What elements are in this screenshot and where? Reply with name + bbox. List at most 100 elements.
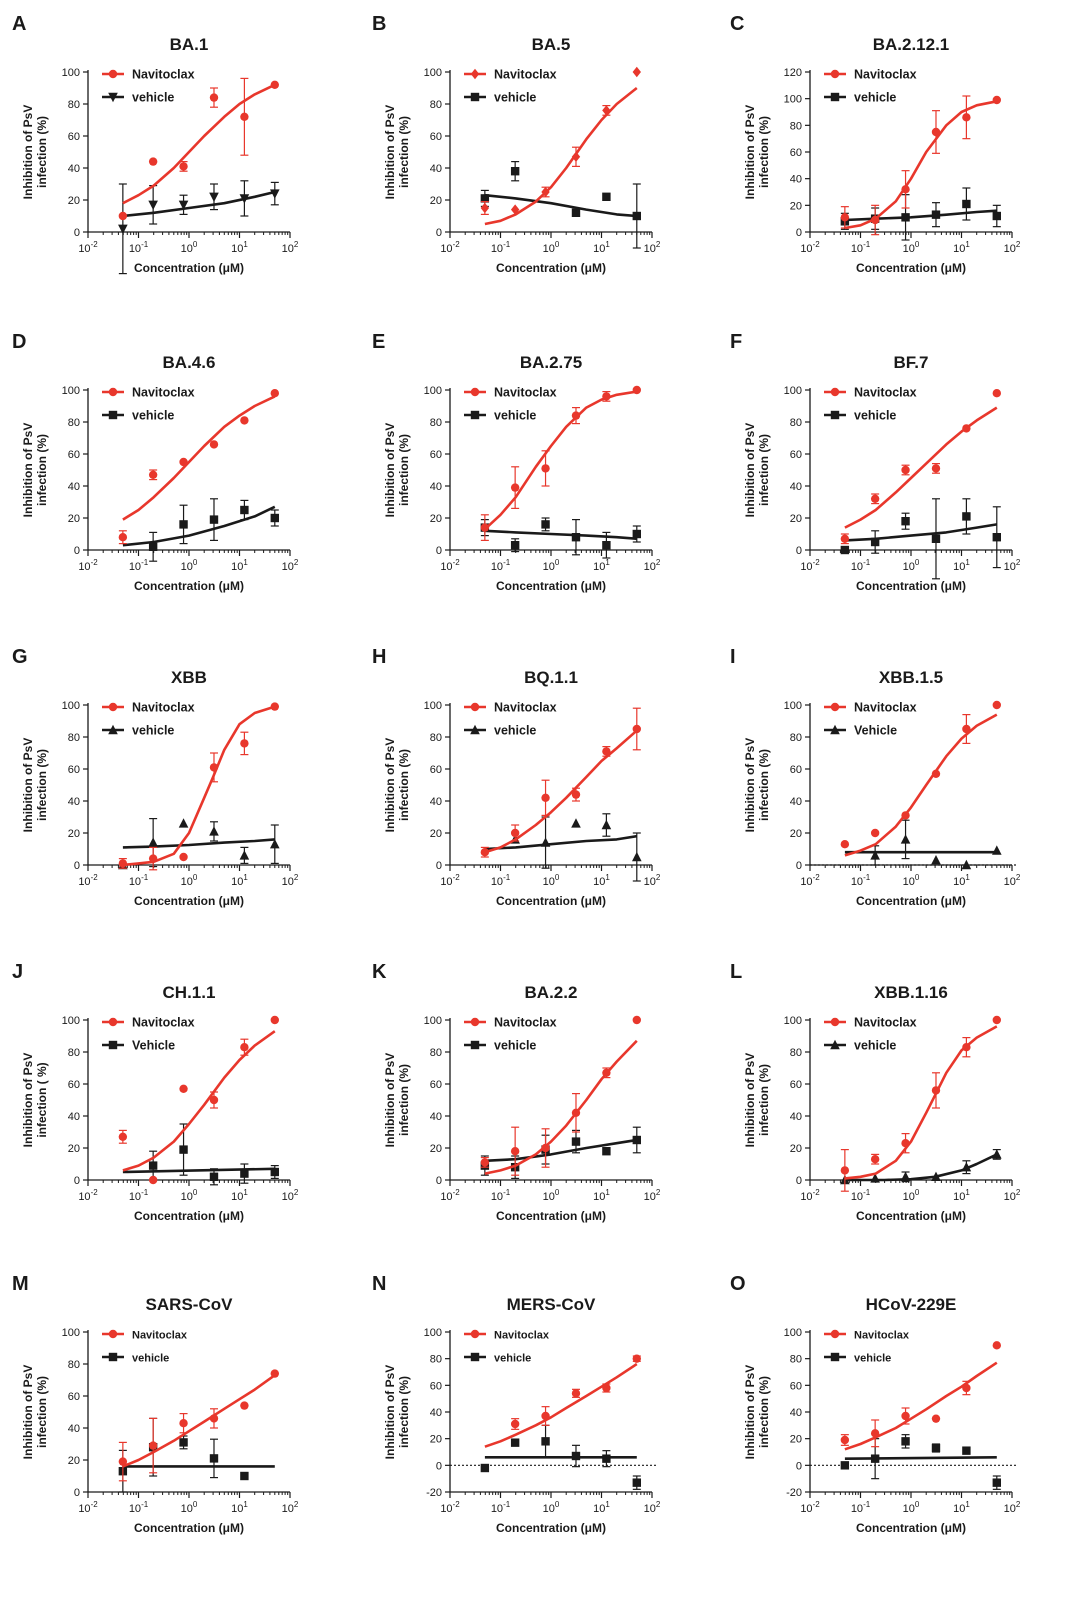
series-navitoclax <box>840 389 1001 545</box>
panel-letter: B <box>372 13 386 35</box>
data-point <box>632 529 641 539</box>
legend-marker <box>108 1040 118 1050</box>
x-tick-label: 100 <box>543 1188 560 1203</box>
x-tick-label: 101 <box>231 873 248 888</box>
legend-marker <box>830 69 840 79</box>
data-point <box>962 1446 971 1455</box>
data-point <box>931 210 941 219</box>
data-point <box>270 702 279 711</box>
legend: Navitoclax vehicle <box>464 701 557 738</box>
data-point <box>270 1167 279 1177</box>
data-point <box>870 1429 880 1438</box>
data-point <box>541 520 550 529</box>
panel-letter: L <box>730 961 742 983</box>
y-tick-label: 80 <box>430 99 442 111</box>
y-tick-label: 40 <box>68 796 80 808</box>
x-tick-label: 102 <box>1004 240 1021 255</box>
fit-curve <box>844 1456 997 1460</box>
panel-a: A BA.1 0 20 40 60 80 100 10-2 10-1 100 101 102 Concen… <box>12 13 299 275</box>
data-point <box>118 224 128 234</box>
x-axis-label: Concentration (μM) <box>496 579 606 593</box>
y-tick-label: 0 <box>436 1460 442 1472</box>
data-point <box>632 211 641 221</box>
data-point <box>179 162 188 171</box>
x-tick-label: 100 <box>903 1188 920 1203</box>
legend: Navitoclax vehicle <box>102 701 195 738</box>
data-point <box>571 1451 581 1461</box>
x-tick-label: 100 <box>543 873 560 888</box>
y-tick-label: 0 <box>436 860 442 872</box>
data-point <box>632 724 641 734</box>
legend-label: vehicle <box>494 1353 531 1365</box>
data-point <box>901 465 910 475</box>
data-point <box>269 839 280 849</box>
y-tick-label: 80 <box>790 120 802 132</box>
y-tick-label: 40 <box>430 163 442 175</box>
fit-curve <box>122 838 275 849</box>
data-point <box>209 1095 219 1105</box>
data-point <box>870 850 880 860</box>
x-tick-label: 102 <box>282 1188 299 1203</box>
panel-title: MERS-CoV <box>507 1295 596 1314</box>
x-tick-label: 10-2 <box>78 1188 98 1203</box>
data-point <box>571 533 581 542</box>
y-axis-label-line2: infection (%) <box>397 1376 411 1448</box>
series-vehicle <box>118 1417 275 1493</box>
y-tick-label: 60 <box>430 764 442 776</box>
legend-marker <box>470 1017 480 1027</box>
data-point <box>148 470 158 479</box>
panel-d: D BA.4.6 0 20 40 60 80 100 10-2 10-1 100 101 102 Conc… <box>12 331 299 593</box>
data-point <box>961 859 972 870</box>
panel-title: BA.2.75 <box>520 353 582 372</box>
x-tick-label: 101 <box>953 873 970 888</box>
data-point <box>602 1454 611 1463</box>
x-tick-label: 101 <box>593 240 610 255</box>
legend-label: vehicle <box>494 91 536 105</box>
data-point <box>541 464 550 473</box>
data-point <box>931 855 941 865</box>
x-tick-label: 100 <box>903 873 920 888</box>
legend-marker <box>108 1352 118 1362</box>
panel-letter: C <box>730 13 744 35</box>
y-tick-label: 0 <box>74 1175 80 1187</box>
fit-curve <box>122 1030 276 1172</box>
x-tick-label: 101 <box>231 240 248 255</box>
panel-j: J CH.1.1 0 20 40 60 80 100 10-2 10-1 100 101 102 Conc… <box>12 961 299 1223</box>
x-tick-label: 10-2 <box>78 558 98 573</box>
data-point <box>270 1369 279 1378</box>
series-vehicle <box>844 819 1002 870</box>
x-tick-label: 100 <box>903 240 920 255</box>
data-point <box>179 520 188 529</box>
panel-title: BA.2.2 <box>525 983 578 1002</box>
panel-title: BA.4.6 <box>163 353 216 372</box>
data-point <box>931 1086 941 1095</box>
y-tick-label: 100 <box>784 1015 802 1027</box>
x-tick-label: 102 <box>644 558 661 573</box>
data-point <box>601 819 612 830</box>
panel-title: BA.5 <box>532 35 571 54</box>
data-point <box>901 1139 910 1148</box>
legend-label: Navitoclax <box>132 1016 195 1030</box>
x-axis-label: Concentration (μM) <box>134 1209 244 1223</box>
y-tick-label: 40 <box>790 1407 802 1419</box>
data-point <box>870 1155 880 1164</box>
x-tick-label: 10-1 <box>129 1500 149 1515</box>
x-tick-label: 10-2 <box>800 558 820 573</box>
series-vehicle <box>840 498 1001 580</box>
series-vehicle <box>118 817 280 870</box>
x-tick-label: 101 <box>593 1188 610 1203</box>
legend-label: Navitoclax <box>132 1330 188 1342</box>
y-axis-label-line1: Inhibition of PsV <box>743 423 757 518</box>
data-point <box>632 385 641 395</box>
legend-label: vehicle <box>854 91 896 105</box>
data-point <box>270 80 279 90</box>
y-tick-label: 0 <box>796 1175 802 1187</box>
data-point <box>571 1137 581 1146</box>
data-point <box>602 192 611 201</box>
data-point <box>602 392 611 401</box>
panel-l: L XBB.1.16 0 20 40 60 80 100 10-2 10-1 100 101 102 Co… <box>730 961 1021 1223</box>
x-tick-label: 102 <box>282 873 299 888</box>
data-point <box>480 1158 490 1167</box>
data-point <box>900 1171 911 1181</box>
